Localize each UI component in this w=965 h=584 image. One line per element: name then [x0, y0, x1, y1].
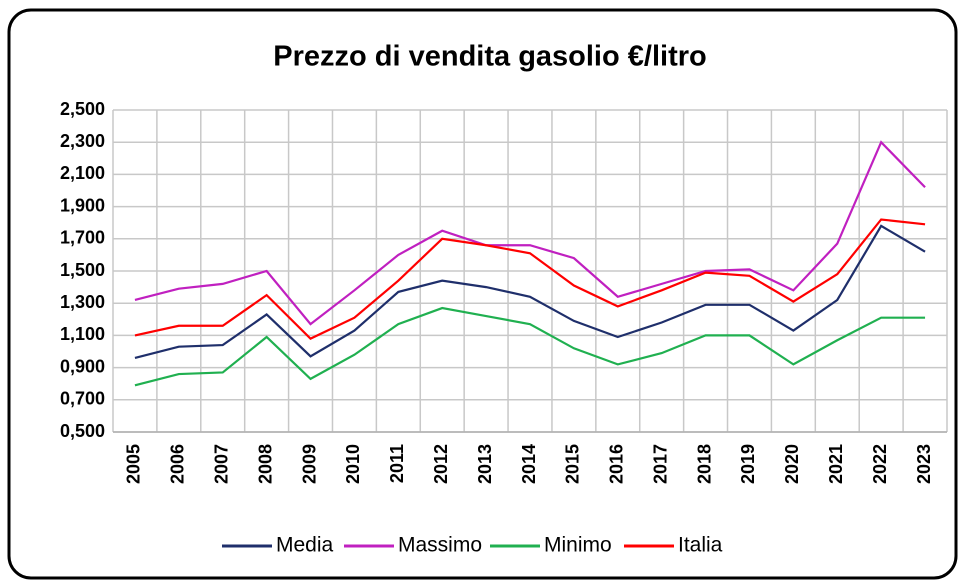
- x-tick-label: 2015: [563, 444, 583, 484]
- x-tick-label: 2022: [870, 444, 890, 484]
- x-tick-label: 2016: [607, 444, 627, 484]
- legend-label: Media: [276, 534, 334, 557]
- y-tick-label: 2,300: [60, 131, 105, 151]
- x-tick-label: 2006: [168, 444, 188, 484]
- series-line: [134, 224, 926, 360]
- x-tick-label: 2010: [343, 444, 363, 484]
- legend-label: Massimo: [398, 534, 482, 557]
- y-tick-label: 1,900: [60, 195, 105, 215]
- x-tick-label: 2011: [387, 444, 407, 483]
- x-tick-label: 2020: [782, 444, 802, 484]
- y-tick-label: 0,700: [60, 389, 105, 409]
- chart-title: Prezzo di vendita gasolio €/litro: [273, 41, 706, 73]
- x-tick-label: 2008: [255, 444, 275, 484]
- x-tick-label: 2014: [519, 444, 539, 484]
- y-tick-label: 1,700: [60, 228, 105, 248]
- legend-label: Minimo: [544, 534, 612, 557]
- chart-frame: [7, 8, 958, 580]
- series-line: [134, 140, 926, 326]
- x-tick-label: 2013: [475, 444, 495, 484]
- x-tick-label: 2023: [914, 444, 934, 484]
- y-tick-label: 2,100: [60, 163, 105, 183]
- x-tick-label: 2007: [211, 444, 231, 484]
- series-line: [134, 306, 926, 387]
- y-tick-label: 0,500: [60, 421, 105, 441]
- y-tick-label: 0,900: [60, 356, 105, 376]
- series-line: [134, 218, 926, 340]
- x-tick-label: 2021: [826, 444, 846, 484]
- y-tick-label: 1,100: [60, 324, 105, 344]
- y-tick-label: 2,500: [60, 99, 105, 119]
- x-tick-label: 2005: [124, 444, 144, 484]
- x-tick-label: 2018: [694, 444, 714, 484]
- x-tick-label: 2019: [738, 444, 758, 484]
- y-tick-label: 1,300: [60, 292, 105, 312]
- x-tick-label: 2009: [299, 444, 319, 484]
- y-tick-label: 1,500: [60, 260, 105, 280]
- legend-label: Italia: [678, 534, 723, 557]
- x-tick-label: 2012: [431, 444, 451, 484]
- x-tick-label: 2017: [650, 444, 670, 484]
